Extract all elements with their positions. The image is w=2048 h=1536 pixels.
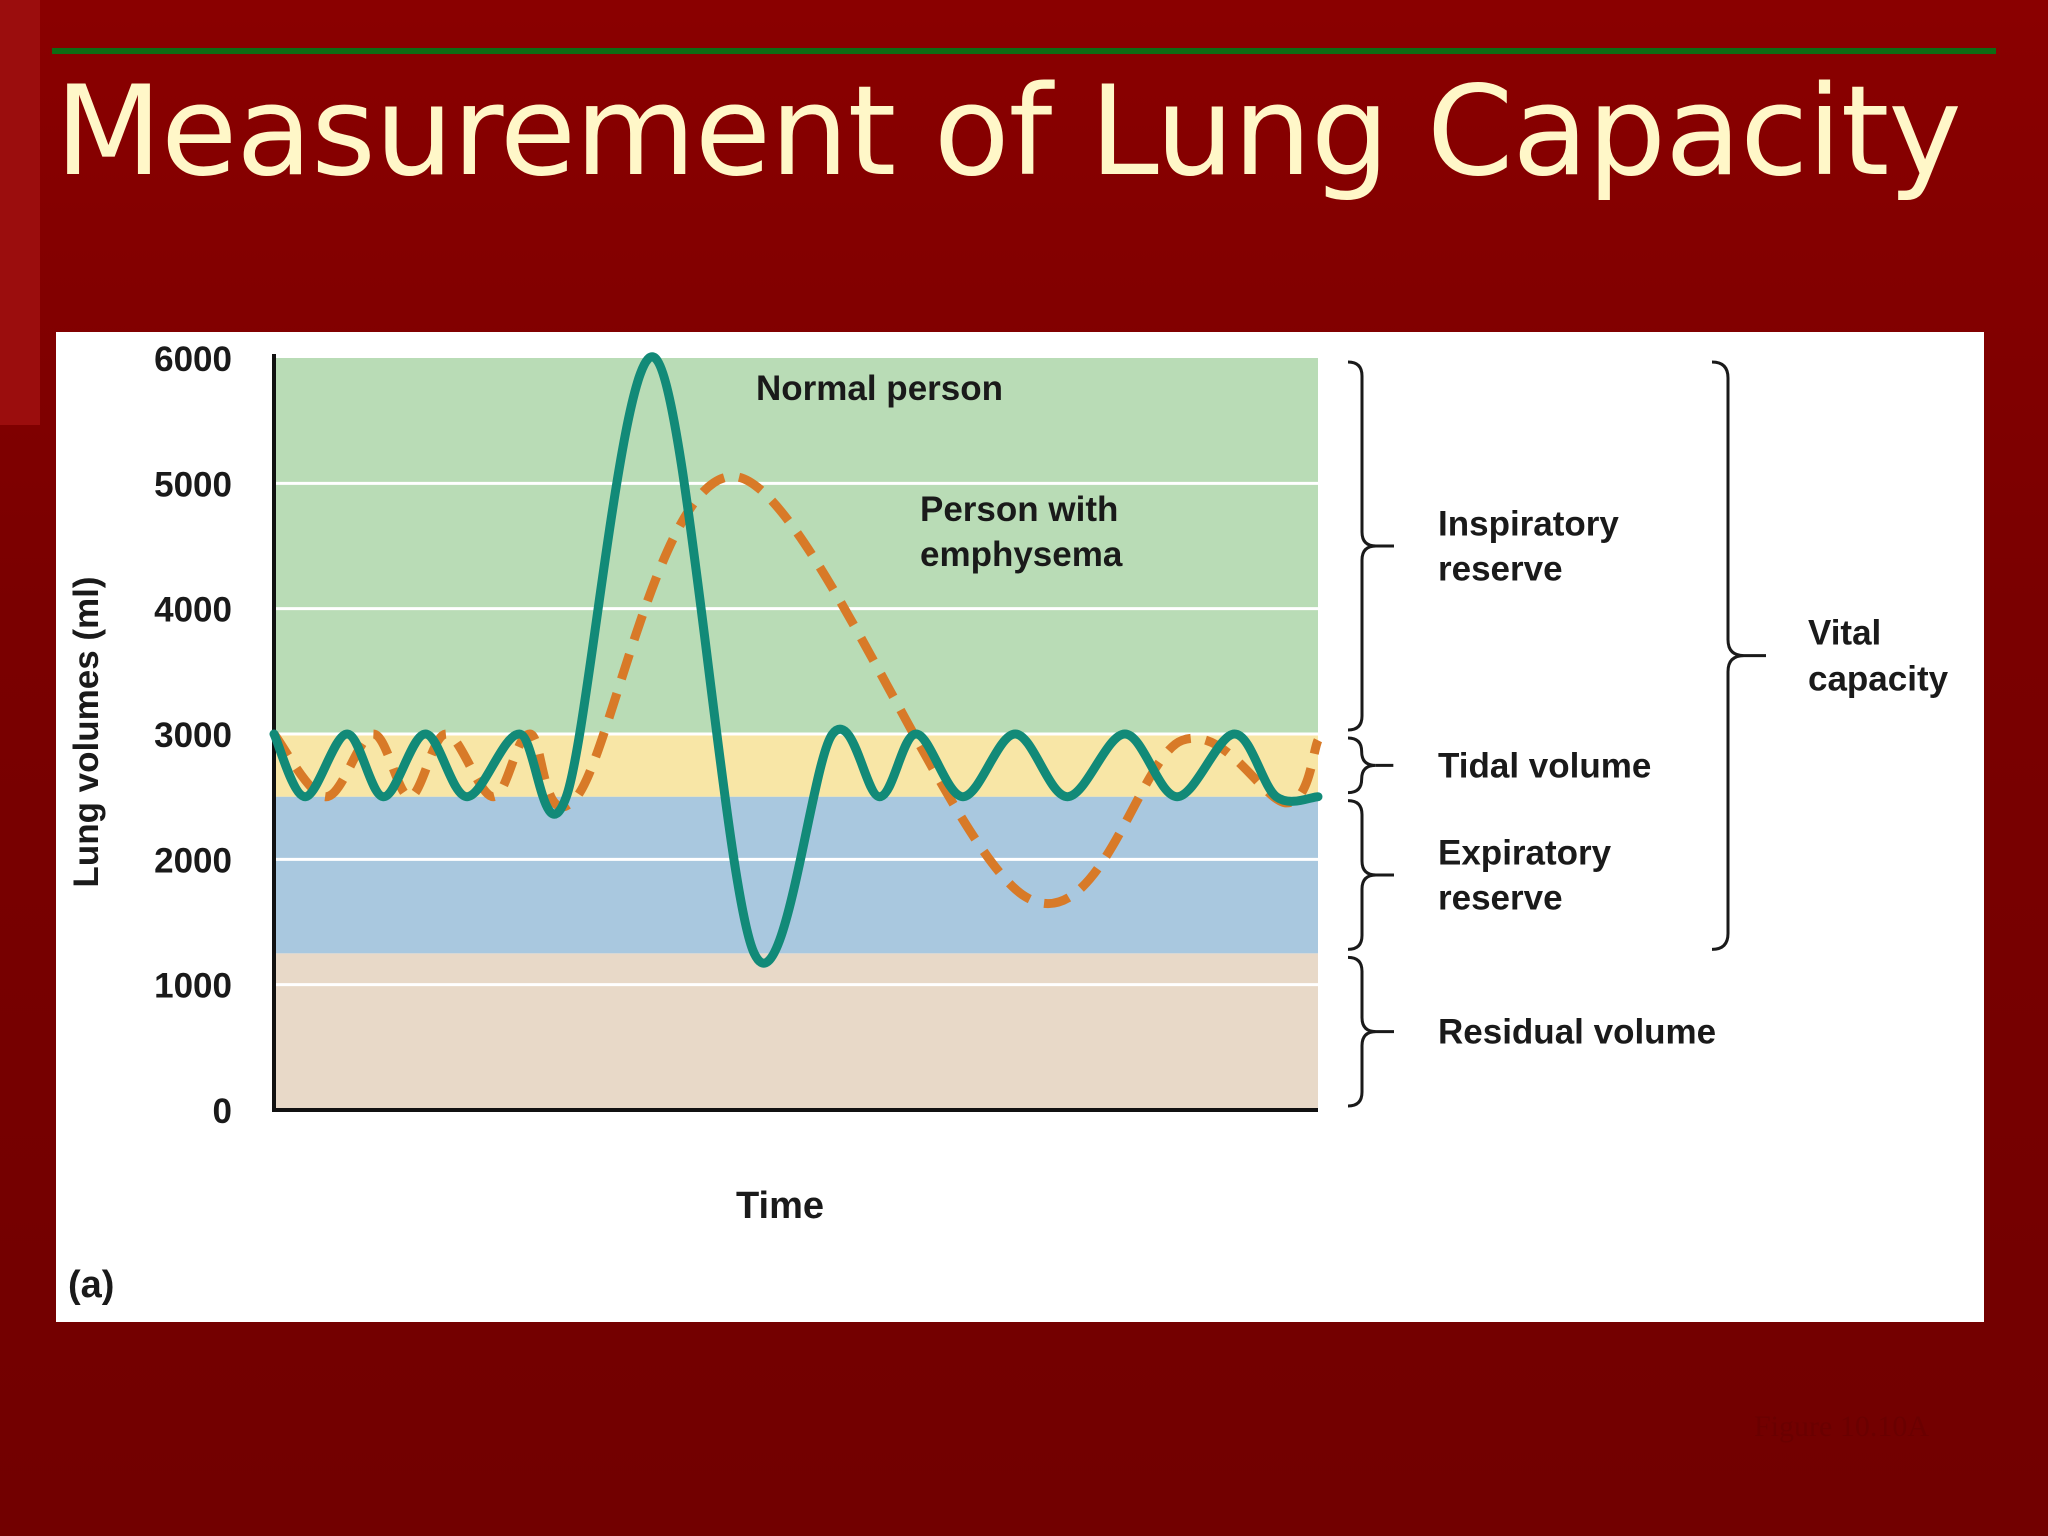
zone-inspiratory-reserve [274,358,1318,734]
title-rule [52,48,1996,54]
bracket-inspiratory-reserve-label-line-2: reserve [1438,550,1563,589]
slide-title: Measurement of Lung Capacity [55,60,1962,204]
slide-corner-shade [0,0,40,425]
y-tick-4000: 4000 [154,591,232,630]
series-labels: Normal person Person with emphysema [756,369,1123,574]
bracket-inspiratory-reserve-brace [1347,360,1377,732]
series-layer [269,352,1323,968]
y-tick-3000: 3000 [154,716,232,755]
y-tick-2000: 2000 [154,841,232,880]
bracket-tidal-volume-brace [1347,736,1376,795]
bracket-expiratory-reserve-label-line-1: Expiratory [1438,834,1612,873]
bracket-residual-volume-brace [1347,955,1377,1108]
x-axis-label: Time [736,1185,824,1227]
series-line-normal-person [269,352,1323,968]
series-label-person-with-emphysema-line-1: Person with [920,490,1118,529]
series-label-person-with-emphysema-line-2: emphysema [920,535,1123,574]
lung-volume-chart: 0 1000 2000 3000 4000 5000 6000 Normal person P… [67,340,1949,1306]
bracket-tidal-volume-label: Tidal volume [1438,746,1651,785]
series-label-normal-person: Normal person [756,369,1003,408]
y-tick-5000: 5000 [154,465,232,504]
bracket-vital-capacity-label-line-1: Vital [1808,614,1881,653]
y-tick-0: 0 [213,1092,232,1131]
y-axis-label: Lung volumes (ml) [67,576,106,887]
bracket-vital-capacity-label-line-2: capacity [1808,660,1949,699]
y-tick-1000: 1000 [154,967,232,1006]
bracket-vital-capacity-brace [1711,360,1745,951]
lung-volume-figure: 0 1000 2000 3000 4000 5000 6000 Normal person P… [56,332,1984,1322]
bracket-inspiratory-reserve-label-line-1: Inspiratory [1438,505,1619,544]
zone-residual-volume [274,953,1318,1110]
series-line-person-with-emphysema [270,472,1323,909]
bracket-residual-volume-label: Residual volume [1438,1013,1716,1052]
bracket-expiratory-reserve-brace [1347,799,1377,951]
y-tick-6000: 6000 [154,340,232,379]
bracket-expiratory-reserve-label-line-2: reserve [1438,879,1563,918]
brackets: Inspiratory reserve Tidal volume Expiratory… [1347,360,1949,1108]
figure-reference: Figure 10.10A [1754,1410,1929,1443]
y-tick-labels: 0 1000 2000 3000 4000 5000 6000 [154,340,232,1131]
panel-label: (a) [68,1264,114,1306]
